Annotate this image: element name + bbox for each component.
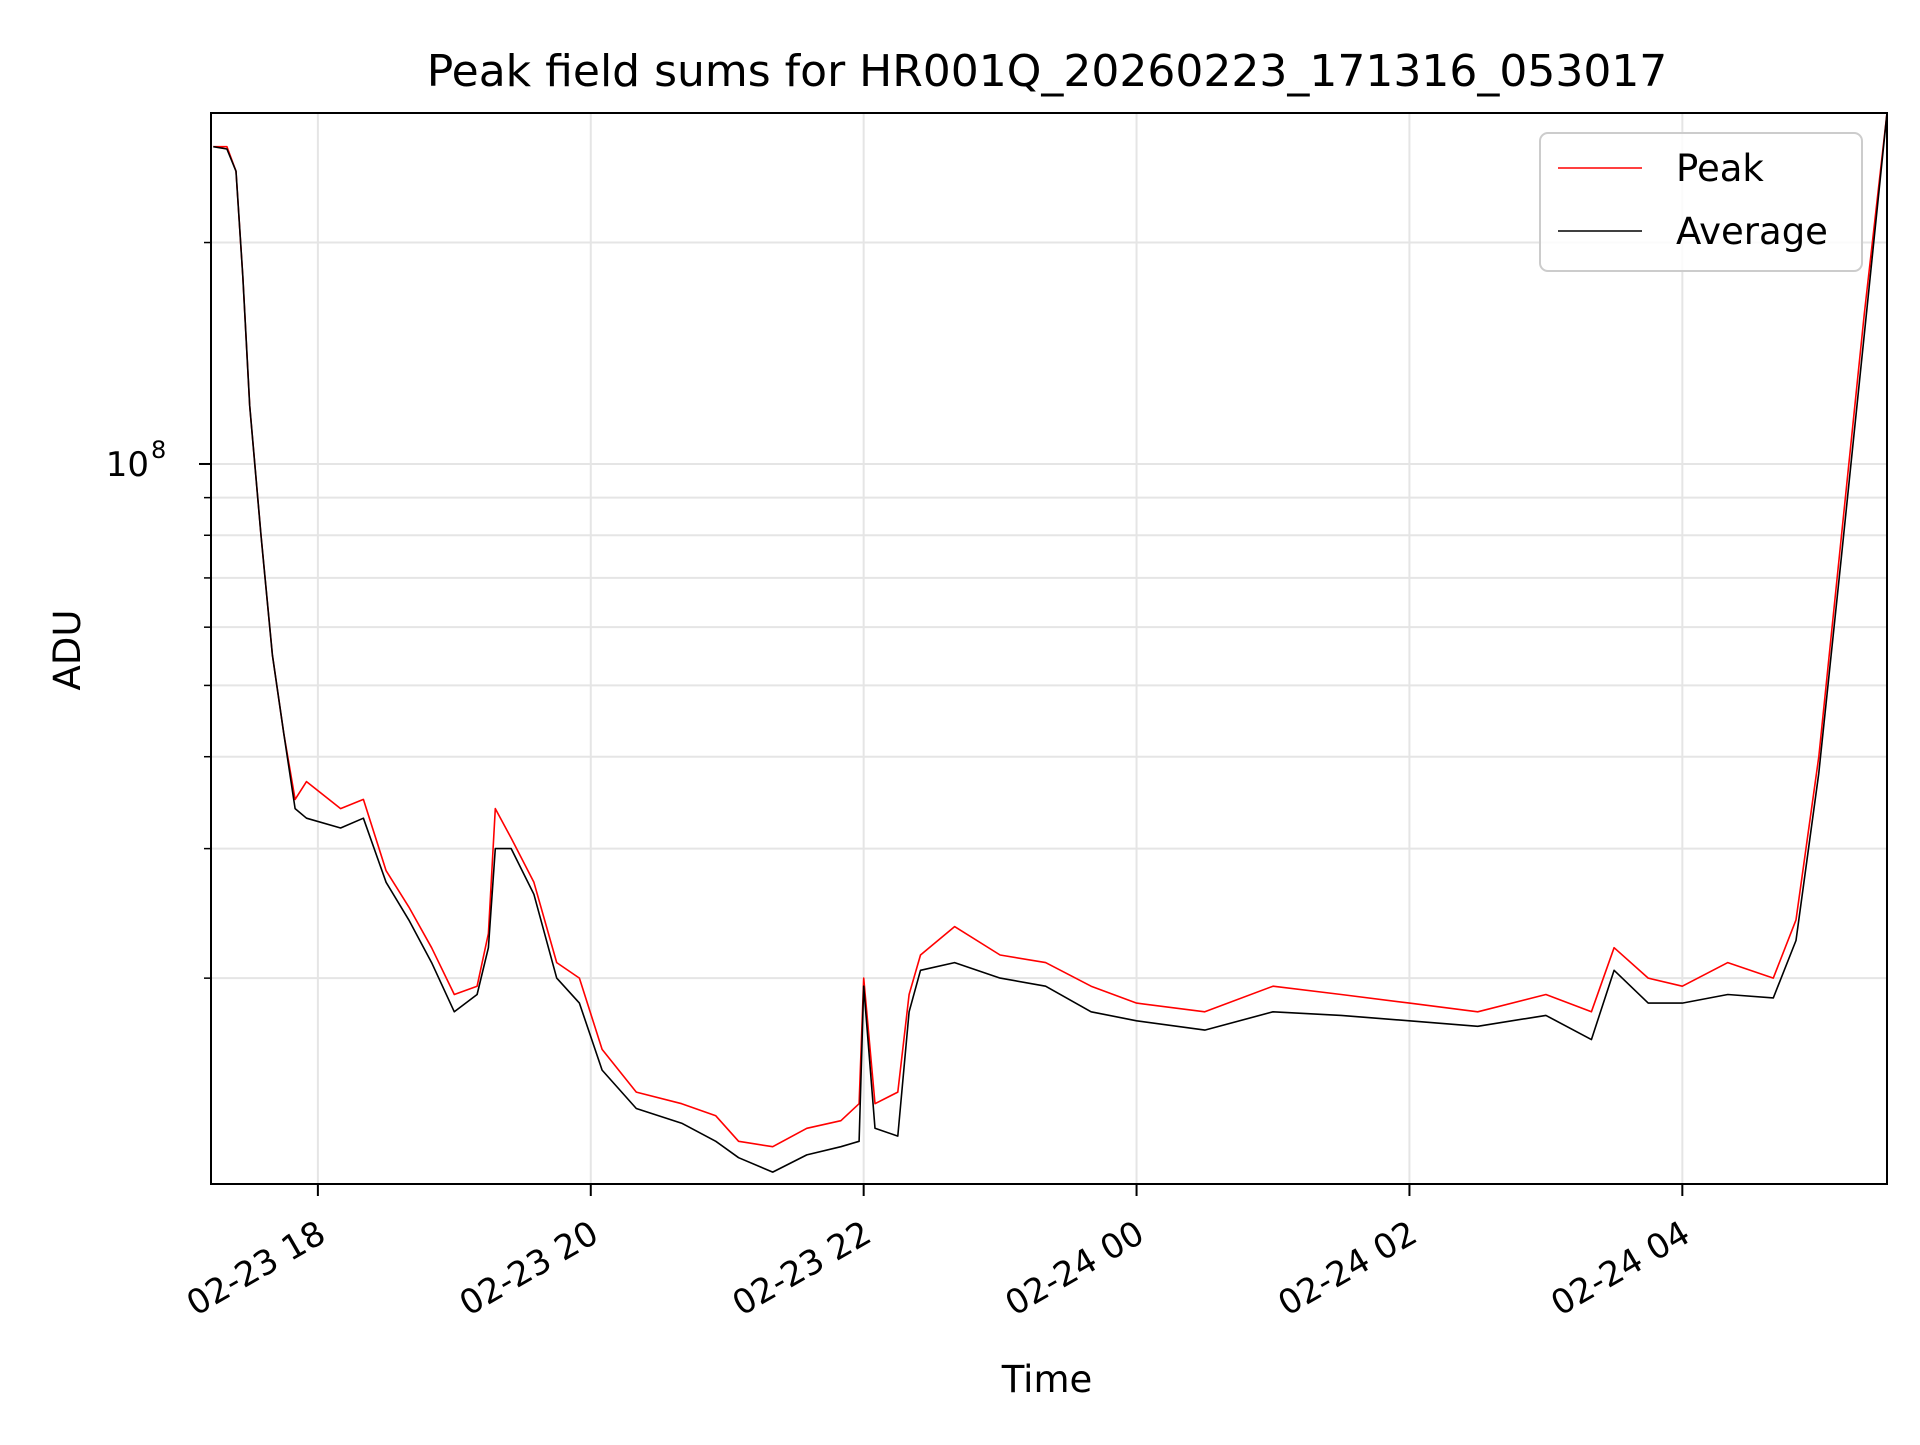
y-tick-label-base: 10 <box>106 445 149 485</box>
series-line-average <box>213 112 1888 1173</box>
grid-lines <box>211 113 1887 1184</box>
x-tick-label: 02-24 02 <box>1272 1213 1424 1324</box>
x-tick-label: 02-24 04 <box>1544 1213 1696 1324</box>
y-axis-label: ADU <box>46 610 89 691</box>
legend-label-average: Average <box>1676 210 1828 253</box>
x-tick-label: 02-23 18 <box>180 1213 332 1324</box>
legend: Peak Average <box>1539 132 1863 272</box>
y-tick-label: 10 8 <box>106 436 167 485</box>
axis-ticks: 02-23 18 02-23 20 02-23 22 02-24 00 02-24 02… <box>106 241 1697 1324</box>
x-tick-label: 02-23 20 <box>453 1213 605 1324</box>
x-axis-label: Time <box>1001 1358 1093 1401</box>
series-layer <box>213 112 1888 1173</box>
x-tick-label: 02-24 00 <box>999 1213 1151 1324</box>
chart-title: Peak field sums for HR001Q_20260223_1713… <box>427 46 1668 97</box>
series-line-peak <box>213 112 1888 1148</box>
x-tick-label: 02-23 22 <box>726 1213 878 1324</box>
plot-area-frame <box>210 112 1888 1185</box>
y-tick-label-exponent: 8 <box>151 436 166 464</box>
legend-label-peak: Peak <box>1676 147 1764 190</box>
